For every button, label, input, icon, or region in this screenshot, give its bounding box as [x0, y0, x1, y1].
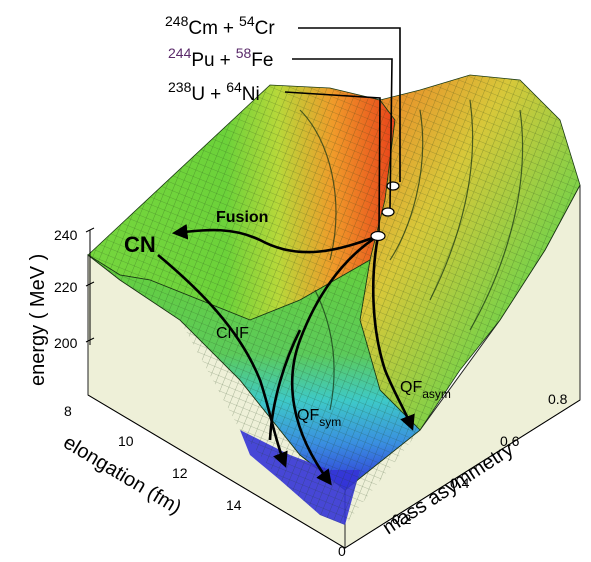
- elongation-tick-10: 10: [118, 433, 134, 449]
- reaction-labels: 248Cm +54Cr 244Pu +58Fe 238U +64Ni: [165, 13, 275, 105]
- elongation-tick-12: 12: [172, 465, 188, 481]
- elongation-tick-14: 14: [226, 497, 242, 513]
- elongation-tick-8: 8: [64, 403, 72, 419]
- mass-asym-tick-0.4: 0.4: [450, 475, 470, 491]
- reaction-label-u-ni: 238U +64Ni: [168, 79, 260, 105]
- mass-asym-tick-0.8: 0.8: [548, 391, 568, 407]
- leader-cm-cr: [298, 27, 401, 182]
- mass-asym-tick-0: 0: [338, 543, 346, 559]
- energy-axis-title: energy ( MeV ): [27, 254, 49, 386]
- qf-sym-branch: [268, 329, 302, 441]
- trajectories: [157, 223, 415, 486]
- cnf-label: CNF: [216, 325, 249, 342]
- qf-sym-label: QFsym: [297, 407, 341, 429]
- qf-asym-arrow: [371, 235, 415, 431]
- mass-asym-tick-0.2: 0.2: [392, 511, 412, 527]
- energy-tick-200: 200: [54, 335, 78, 351]
- energy-axis: 240 220 200 energy ( MeV ): [27, 227, 95, 386]
- surface-mesh: [88, 75, 580, 525]
- qf-sym-arrow: [290, 234, 379, 486]
- qf-asym-label: QFasym: [400, 379, 451, 401]
- energy-tick-220: 220: [54, 279, 78, 295]
- reaction-leader-lines: [284, 27, 401, 232]
- leader-pu-fe: [292, 58, 393, 209]
- entrance-point-pu-fe: [381, 207, 395, 217]
- entrance-point-cm-cr: [386, 181, 400, 191]
- fusion-arrow: [171, 223, 379, 254]
- cn-label: CN: [124, 232, 156, 257]
- fusion-label: Fusion: [216, 209, 268, 226]
- entrance-point-u-ni: [370, 230, 386, 242]
- energy-tick-240: 240: [54, 227, 78, 243]
- mass-asym-tick-0.6: 0.6: [500, 433, 520, 449]
- reaction-label-cm-cr: 248Cm +54Cr: [165, 13, 275, 39]
- leader-u-ni: [284, 91, 381, 232]
- cnf-arrow: [157, 254, 288, 468]
- reaction-label-pu-fe: 244Pu +58Fe: [168, 45, 273, 71]
